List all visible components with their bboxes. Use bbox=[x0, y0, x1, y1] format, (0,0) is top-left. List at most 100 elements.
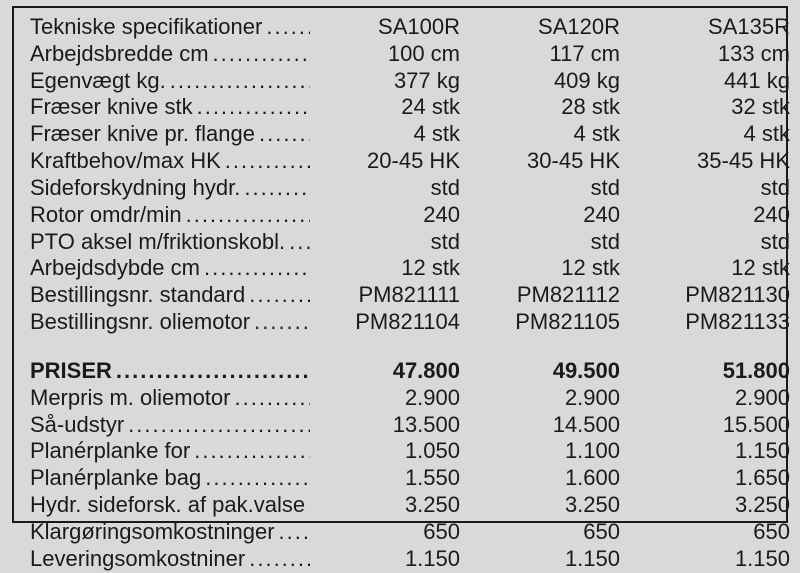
row-label-cell: Så-udstyr...............................… bbox=[30, 412, 310, 439]
row-col-2: PM821130 bbox=[630, 282, 790, 309]
prices-header-col-2: 51.800 bbox=[630, 358, 790, 385]
dot-leader: ........................................… bbox=[289, 229, 310, 256]
table-row: Sideforskydning hydr....................… bbox=[30, 175, 770, 202]
dot-leader: ........................................… bbox=[213, 41, 310, 68]
dot-leader: ........................................… bbox=[197, 94, 310, 121]
row-label-cell: Rotor omdr/min..........................… bbox=[30, 202, 310, 229]
table-row: PTO aksel m/friktionskobl...............… bbox=[30, 229, 770, 256]
dot-leader: ........................................… bbox=[234, 385, 310, 412]
row-col-1: 240 bbox=[470, 202, 630, 229]
header-col-0: SA100R bbox=[310, 14, 470, 41]
table-row: Hydr. sideforsk. af pak.valse...........… bbox=[30, 492, 770, 519]
row-label-cell: Merpris m. oliemotor....................… bbox=[30, 385, 310, 412]
row-label: Bestillingsnr. standard bbox=[30, 282, 245, 309]
dot-leader: ........................................… bbox=[128, 412, 310, 439]
row-label: Leveringsomkostniner bbox=[30, 546, 245, 573]
row-col-2: 32 stk bbox=[630, 94, 790, 121]
row-col-1: 30-45 HK bbox=[470, 148, 630, 175]
row-label-cell: Sideforskydning hydr....................… bbox=[30, 175, 310, 202]
row-col-2: 1.150 bbox=[630, 546, 790, 573]
header-label-cell: Tekniske specifikationer ...............… bbox=[30, 14, 310, 41]
table-row: Egenvægt kg.............................… bbox=[30, 68, 770, 95]
row-label: Planérplanke bag bbox=[30, 465, 201, 492]
row-col-2: 441 kg bbox=[630, 68, 790, 95]
prices-header-col-0: 47.800 bbox=[310, 358, 470, 385]
dot-leader: ........................................… bbox=[186, 202, 310, 229]
row-col-1: 28 stk bbox=[470, 94, 630, 121]
row-label-cell: Fræser knive stk........................… bbox=[30, 94, 310, 121]
row-col-2: 1.150 bbox=[630, 438, 790, 465]
row-col-1: 12 stk bbox=[470, 255, 630, 282]
table-row: Fræser knive pr. flange.................… bbox=[30, 121, 770, 148]
table-row: Bestillingsnr. standard.................… bbox=[30, 282, 770, 309]
row-col-1: 117 cm bbox=[470, 41, 630, 68]
row-label-cell: Leveringsomkostniner....................… bbox=[30, 546, 310, 573]
dot-leader: ........................................… bbox=[259, 121, 310, 148]
row-col-2: std bbox=[630, 229, 790, 256]
row-label-cell: Egenvægt kg.............................… bbox=[30, 68, 310, 95]
row-col-1: 409 kg bbox=[470, 68, 630, 95]
row-label-cell: Bestillingsnr. oliemotor................… bbox=[30, 309, 310, 336]
prices-header-label: PRISER bbox=[30, 358, 112, 385]
dot-leader: ........................................… bbox=[279, 519, 310, 546]
row-col-2: PM821133 bbox=[630, 309, 790, 336]
table-row: Så-udstyr...............................… bbox=[30, 412, 770, 439]
row-label-cell: Kraftbehov/max HK.......................… bbox=[30, 148, 310, 175]
row-col-0: 650 bbox=[310, 519, 470, 546]
row-col-2: 4 stk bbox=[630, 121, 790, 148]
row-label-cell: Klargøringsomkostninger.................… bbox=[30, 519, 310, 546]
row-col-0: std bbox=[310, 229, 470, 256]
header-col-2: SA135R bbox=[630, 14, 790, 41]
row-col-2: 1.650 bbox=[630, 465, 790, 492]
row-col-0: 20-45 HK bbox=[310, 148, 470, 175]
row-col-0: 240 bbox=[310, 202, 470, 229]
row-col-0: 1.150 bbox=[310, 546, 470, 573]
row-col-2: 650 bbox=[630, 519, 790, 546]
row-col-0: 4 stk bbox=[310, 121, 470, 148]
header-row: Tekniske specifikationer ...............… bbox=[30, 14, 770, 41]
row-col-1: 2.900 bbox=[470, 385, 630, 412]
row-col-2: 240 bbox=[630, 202, 790, 229]
row-col-1: PM821105 bbox=[470, 309, 630, 336]
dot-leader: ........................................… bbox=[225, 148, 310, 175]
dot-leader: ........................................… bbox=[205, 465, 310, 492]
dot-leader: ........................................… bbox=[249, 546, 310, 573]
prices-header-row: PRISER .................................… bbox=[30, 358, 770, 385]
row-col-0: 100 cm bbox=[310, 41, 470, 68]
dot-leader: ........................................… bbox=[266, 14, 310, 41]
table-row: Arbejdsdybde cm.........................… bbox=[30, 255, 770, 282]
row-label: Bestillingsnr. oliemotor bbox=[30, 309, 250, 336]
table-row: Arbejdsbredde cm........................… bbox=[30, 41, 770, 68]
row-col-0: 1.050 bbox=[310, 438, 470, 465]
dot-leader: ........................................… bbox=[194, 438, 310, 465]
table-row: Planérplanke bag........................… bbox=[30, 465, 770, 492]
prices-block: Merpris m. oliemotor....................… bbox=[30, 385, 770, 573]
row-col-1: 1.150 bbox=[470, 546, 630, 573]
row-col-1: std bbox=[470, 175, 630, 202]
row-col-0: 12 stk bbox=[310, 255, 470, 282]
row-label-cell: Planérplanke for........................… bbox=[30, 438, 310, 465]
row-label: Kraftbehov/max HK bbox=[30, 148, 221, 175]
row-col-0: PM821104 bbox=[310, 309, 470, 336]
row-label-cell: Arbejdsdybde cm.........................… bbox=[30, 255, 310, 282]
row-label-cell: Arbejdsbredde cm........................… bbox=[30, 41, 310, 68]
row-col-0: PM821111 bbox=[310, 282, 470, 309]
table-row: Leveringsomkostniner....................… bbox=[30, 546, 770, 573]
header-col-1: SA120R bbox=[470, 14, 630, 41]
header-label: Tekniske specifikationer bbox=[30, 14, 262, 41]
row-col-0: 1.550 bbox=[310, 465, 470, 492]
row-col-2: 133 cm bbox=[630, 41, 790, 68]
row-label: Klargøringsomkostninger bbox=[30, 519, 275, 546]
row-col-0: 2.900 bbox=[310, 385, 470, 412]
row-col-0: 13.500 bbox=[310, 412, 470, 439]
row-col-1: PM821112 bbox=[470, 282, 630, 309]
row-col-2: std bbox=[630, 175, 790, 202]
row-col-2: 35-45 HK bbox=[630, 148, 790, 175]
row-col-1: 650 bbox=[470, 519, 630, 546]
row-label: Arbejdsdybde cm bbox=[30, 255, 200, 282]
row-col-1: 1.100 bbox=[470, 438, 630, 465]
dot-leader: ........................................… bbox=[204, 255, 310, 282]
table-row: Bestillingsnr. oliemotor................… bbox=[30, 309, 770, 336]
row-label-cell: Planérplanke bag........................… bbox=[30, 465, 310, 492]
row-col-0: std bbox=[310, 175, 470, 202]
